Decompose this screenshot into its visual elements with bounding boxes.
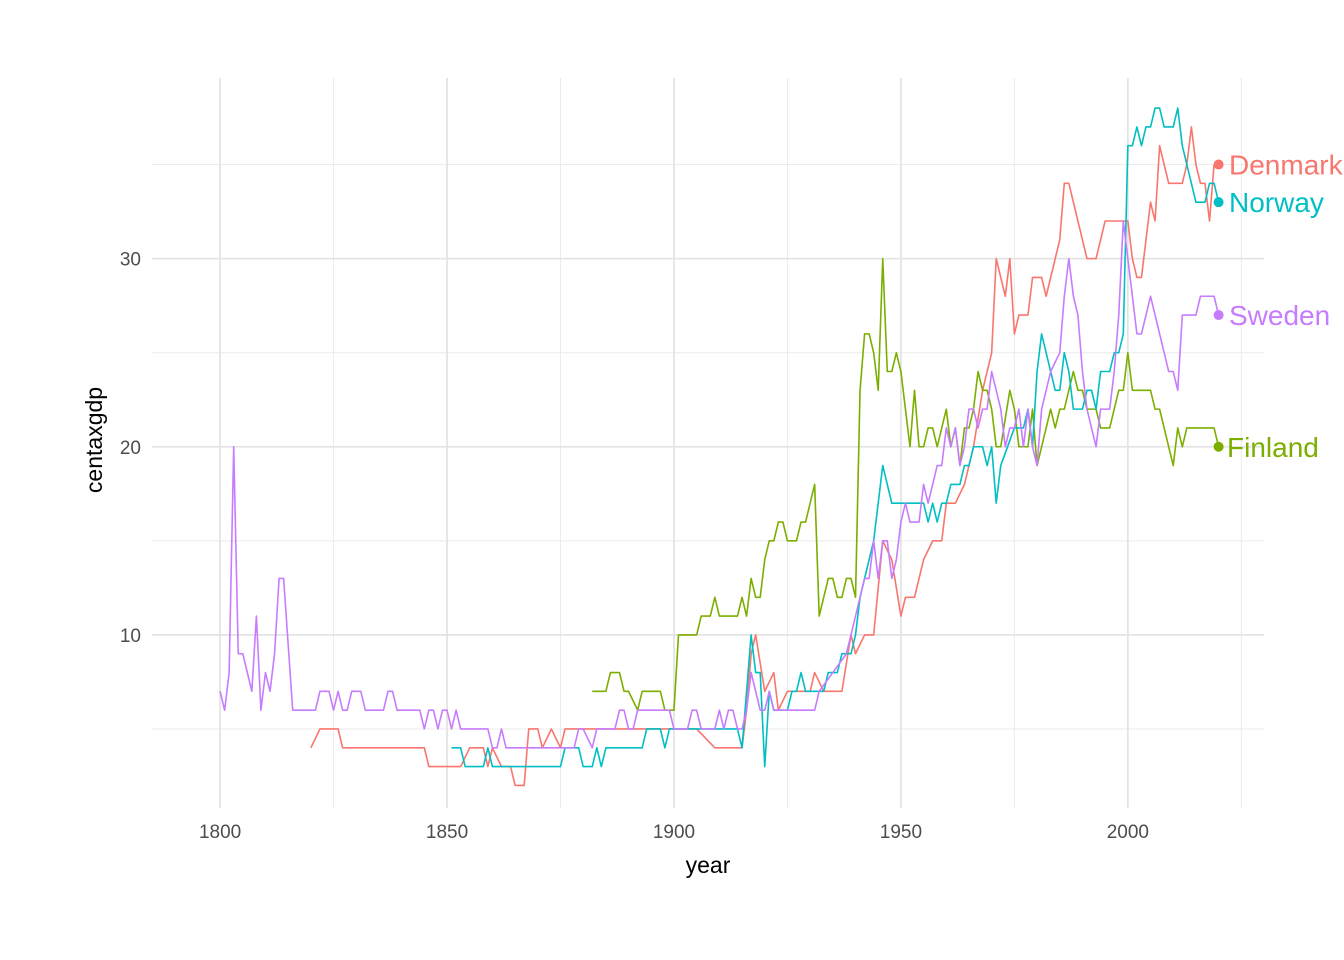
series-line-denmark <box>310 126 1219 787</box>
series-endpoint-norway <box>1213 197 1224 208</box>
series-endpoint-denmark <box>1213 159 1224 170</box>
major-gridlines <box>152 78 1264 808</box>
x-tick-labels: 1800 1850 1900 1950 2000 <box>199 822 1149 843</box>
y-tick-label: 10 <box>120 626 141 647</box>
series-line-finland <box>592 257 1220 711</box>
series-line-sweden <box>219 220 1220 749</box>
x-tick-label: 1850 <box>426 822 468 843</box>
series-label-norway: Norway <box>1229 187 1324 218</box>
series-label-finland: Finland <box>1227 432 1319 463</box>
x-tick-label: 1800 <box>199 822 241 843</box>
y-tick-label: 20 <box>120 438 141 459</box>
series-label-sweden: Sweden <box>1229 300 1330 331</box>
series-end-labels: Denmark Finland Norway Sweden <box>1227 150 1344 463</box>
x-tick-label: 1900 <box>653 822 695 843</box>
y-axis-title: centaxgdp <box>81 387 107 493</box>
series-endpoints <box>1213 159 1224 452</box>
series-lines <box>219 107 1220 787</box>
series-label-denmark: Denmark <box>1229 150 1344 181</box>
x-tick-label: 1950 <box>880 822 922 843</box>
x-tick-label: 2000 <box>1107 822 1149 843</box>
x-axis-title: year <box>686 852 731 878</box>
y-tick-label: 30 <box>120 250 141 271</box>
series-line-norway <box>451 107 1220 768</box>
series-endpoint-finland <box>1213 441 1224 452</box>
y-tick-labels: 10 20 30 <box>120 250 141 647</box>
series-endpoint-sweden <box>1213 310 1224 321</box>
